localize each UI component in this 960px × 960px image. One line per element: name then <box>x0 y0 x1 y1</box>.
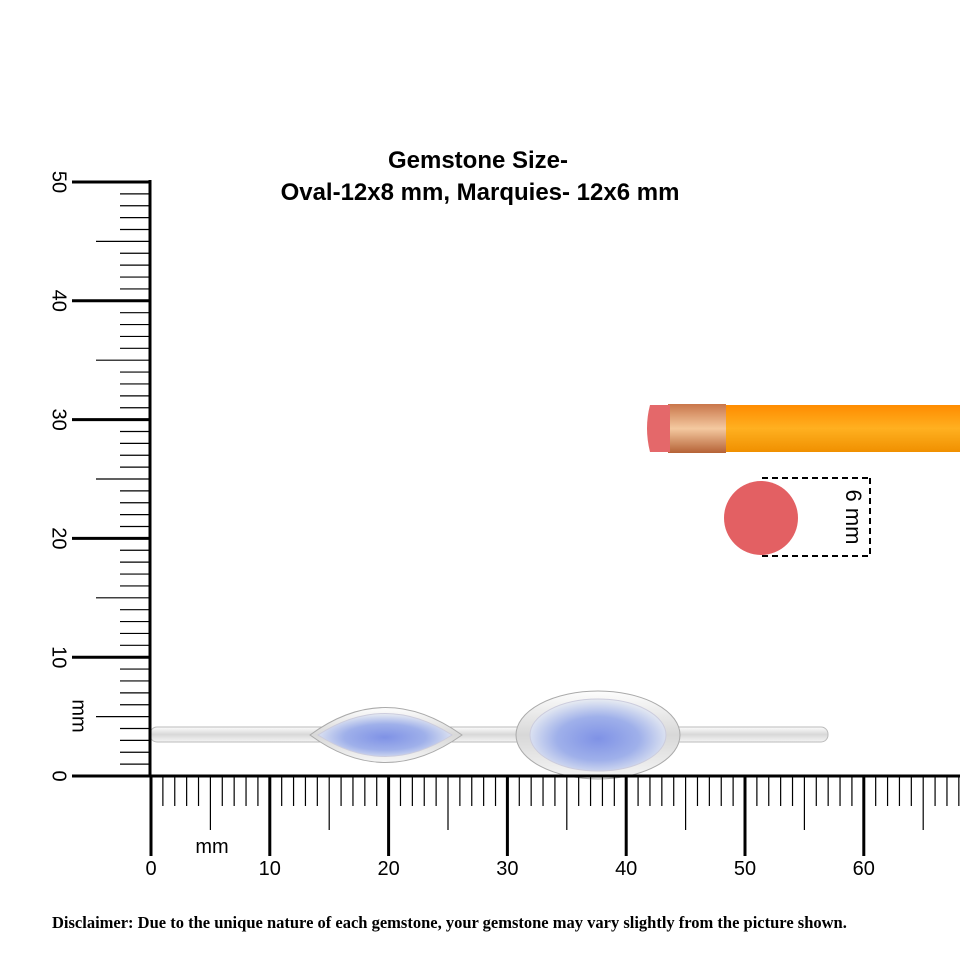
disclaimer: Disclaimer: Due to the unique nature of … <box>52 913 847 932</box>
size-label: 6 mm <box>841 490 866 545</box>
ruler-label: 60 <box>853 858 875 880</box>
ruler-label: 30 <box>496 858 518 880</box>
ruler-label: 20 <box>377 858 399 880</box>
ruler-label: 40 <box>48 290 70 312</box>
ruler-label: 40 <box>615 858 637 880</box>
ruler-label: 30 <box>48 408 70 430</box>
ruler-label: 10 <box>48 646 70 668</box>
unit-label: mm <box>68 699 90 732</box>
ruler-label: 0 <box>48 770 70 781</box>
pencil-end <box>724 481 798 555</box>
title-line: Gemstone Size- <box>388 147 568 174</box>
ruler-label: 10 <box>259 858 281 880</box>
pencil: 6 mm <box>647 404 960 557</box>
bracelet <box>149 690 829 780</box>
title-line: Oval-12x8 mm, Marquies- 12x6 mm <box>281 179 680 206</box>
ruler-label: 50 <box>48 171 70 193</box>
ruler-label: 20 <box>48 527 70 549</box>
ruler-label: 50 <box>734 858 756 880</box>
ruler-label: 0 <box>145 858 156 880</box>
unit-label: mm <box>195 836 228 858</box>
